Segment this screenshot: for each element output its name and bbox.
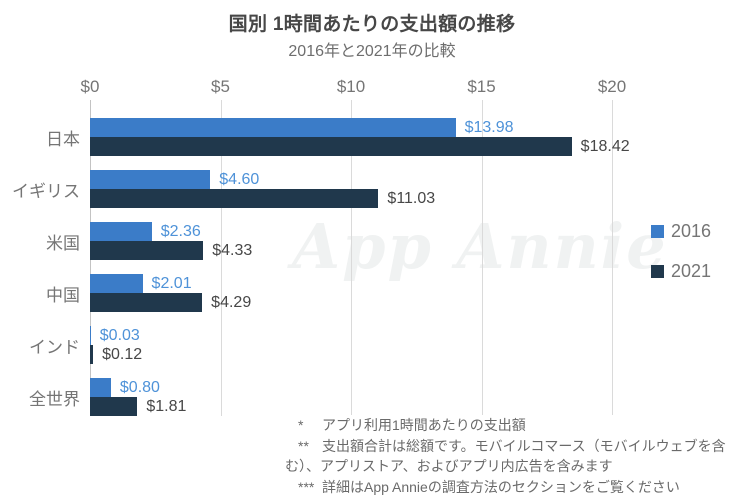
value-label-2021: $18.42 — [580, 138, 630, 155]
bar-2021-2 — [90, 241, 204, 260]
bar-group-5: $0.80 $1.81 — [90, 378, 613, 416]
plot-area: $13.98 $18.42 $4.60 $11.03 $2.36 $4.33 $2.01 $4… — [90, 100, 630, 416]
footnote-marker: *** — [298, 478, 315, 495]
series-line-2016: $0.03 — [90, 326, 613, 345]
gridline — [612, 100, 613, 416]
series-line-2016: $2.01 — [90, 274, 613, 293]
category-label: 米国 — [46, 233, 80, 253]
footnote-marker: ** — [298, 437, 309, 454]
series-line-2016: $2.36 — [90, 222, 613, 241]
value-label-2016: $2.36 — [160, 223, 201, 240]
bar-2021-0 — [90, 137, 572, 156]
value-label-2021: $11.03 — [387, 190, 436, 207]
category-label: 全世界 — [29, 389, 80, 409]
footnote-marker: * — [298, 417, 304, 433]
bar-2021-3 — [90, 293, 203, 312]
value-label-2021: $4.29 — [211, 294, 252, 311]
series-line-2016: $4.60 — [90, 170, 613, 189]
chart-title: 国別 1時間あたりの支出額の推移 — [228, 14, 516, 35]
value-label-2016: $4.60 — [219, 171, 260, 188]
bar-group-0: $13.98 $18.42 — [90, 118, 630, 156]
series-line-2016: $0.80 — [90, 378, 613, 397]
series-line-2016: $13.98 — [90, 118, 613, 137]
x-tick: $20 — [597, 77, 627, 96]
bar-2016-2 — [90, 222, 152, 241]
bar-2021-1 — [90, 189, 379, 208]
series-line-2021: $4.33 — [90, 241, 613, 260]
series-line-2021: $18.42 — [90, 137, 630, 156]
value-label-2016: $13.98 — [464, 119, 514, 136]
category-label: イギリス — [12, 181, 80, 201]
bar-2016-5 — [90, 378, 111, 397]
app-annie-watermark: App Annie — [292, 210, 668, 283]
x-tick: $5 — [211, 77, 230, 96]
bar-group-1: $4.60 $11.03 — [90, 170, 613, 208]
footnote-3: *** 詳細はApp Annieの調査方法のセクションをご覧ください — [285, 477, 731, 498]
value-label-2021: $1.81 — [146, 398, 187, 415]
footnote-1: * アプリ利用1時間あたりの支出額 — [285, 415, 731, 436]
category-label: 日本 — [46, 129, 80, 149]
legend-swatch-2021 — [651, 265, 664, 278]
x-tick: $10 — [336, 77, 366, 96]
x-tick: $0 — [80, 77, 100, 96]
legend-label: 2021 — [671, 261, 712, 281]
bar-group-2: $2.36 $4.33 — [90, 222, 613, 260]
legend-item-2021: 2021 — [651, 261, 711, 282]
legend: 2016 2021 — [651, 221, 711, 301]
legend-swatch-2016 — [651, 225, 664, 238]
chart-subtitle: 2016年と2021年の比較 — [288, 43, 456, 60]
series-line-2021: $0.12 — [90, 345, 613, 364]
bar-2016-0 — [90, 118, 456, 137]
value-label-2016: $0.03 — [99, 327, 140, 344]
value-label-2021: $0.12 — [102, 346, 143, 363]
gridline — [482, 100, 483, 416]
bar-2021-4 — [90, 345, 94, 364]
bar-2021-5 — [90, 397, 138, 416]
series-line-2021: $11.03 — [90, 189, 613, 208]
value-label-2016: $2.01 — [151, 275, 192, 292]
gridline — [221, 100, 222, 416]
footnote-2: ** 支出額合計は総額です。モバイルコマース（モバイルウェブを含む）、アプリストア… — [285, 437, 726, 475]
bar-group-3: $2.01 $4.29 — [90, 274, 613, 312]
series-line-2021: $4.29 — [90, 293, 613, 312]
bar-group-4: $0.03 $0.12 — [90, 326, 613, 364]
value-label-2016: $0.80 — [119, 379, 160, 396]
bar-2016-1 — [90, 170, 211, 189]
legend-label: 2016 — [671, 221, 712, 241]
category-label: インド — [29, 337, 80, 357]
bar-2016-3 — [90, 274, 143, 293]
category-label: 中国 — [46, 285, 80, 305]
bar-2016-4 — [90, 326, 91, 345]
legend-item-2016: 2016 — [651, 221, 711, 242]
series-line-2021: $1.81 — [90, 397, 613, 416]
footnotes: * アプリ利用1時間あたりの支出額 ** 支出額合計は総額です。モバイルコマース（モバ… — [285, 415, 731, 497]
gridline — [351, 100, 352, 416]
value-label-2021: $4.33 — [212, 242, 253, 259]
x-tick: $15 — [467, 77, 496, 96]
